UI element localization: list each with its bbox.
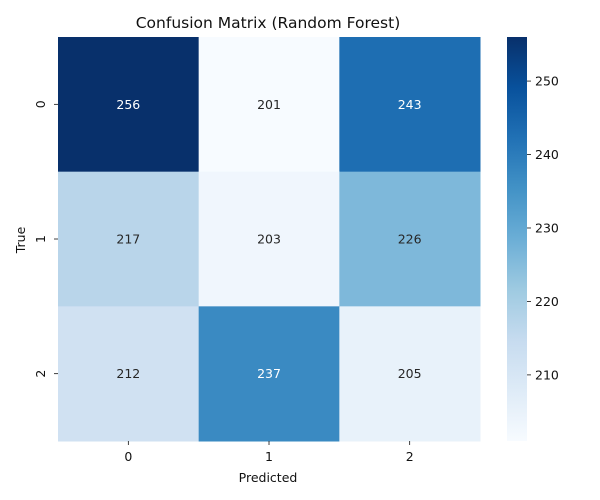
heatmap-cell	[58, 37, 200, 173]
x-tick-label: 1	[265, 449, 273, 464]
cell-value-label: 203	[257, 232, 281, 247]
heatmap-cell	[198, 306, 340, 442]
x-tick-label: 0	[124, 449, 132, 464]
y-tick-label: 2	[33, 370, 48, 378]
colorbar	[507, 37, 527, 441]
heatmap-cells: 256 201 243 217 203 226 212 237 205	[58, 37, 481, 442]
heatmap-cell	[198, 37, 340, 173]
y-tick-label: 0	[33, 100, 48, 108]
y-tick-label: 1	[33, 235, 48, 243]
colorbar-tick-label: 250	[535, 74, 559, 89]
y-axis-label: True	[13, 226, 28, 254]
colorbar-tick-label: 220	[535, 294, 559, 309]
heatmap-cell	[198, 171, 340, 307]
colorbar-tick-label: 230	[535, 220, 559, 235]
heatmap-cell	[339, 171, 481, 307]
x-axis-ticks: 0 1 2	[124, 441, 414, 464]
heatmap-cell	[58, 171, 200, 307]
chart-title: Confusion Matrix (Random Forest)	[136, 14, 401, 32]
heatmap-cell	[339, 37, 481, 173]
cell-value-label: 226	[398, 232, 422, 247]
cell-value-label: 256	[116, 97, 140, 112]
heatmap-cell	[339, 306, 481, 442]
cell-value-label: 243	[398, 97, 422, 112]
cell-value-label: 212	[116, 366, 140, 381]
cell-value-label: 201	[257, 97, 281, 112]
y-axis-ticks: 0 1 2	[33, 100, 58, 378]
cell-value-label: 205	[398, 366, 422, 381]
colorbar-ticks: 210 220 230 240 250	[527, 74, 559, 382]
cell-value-label: 237	[257, 366, 281, 381]
x-axis-label: Predicted	[239, 470, 298, 485]
x-tick-label: 2	[406, 449, 414, 464]
cell-value-label: 217	[116, 232, 140, 247]
colorbar-tick-label: 210	[535, 367, 559, 382]
heatmap-cell	[58, 306, 200, 442]
colorbar-tick-label: 240	[535, 147, 559, 162]
